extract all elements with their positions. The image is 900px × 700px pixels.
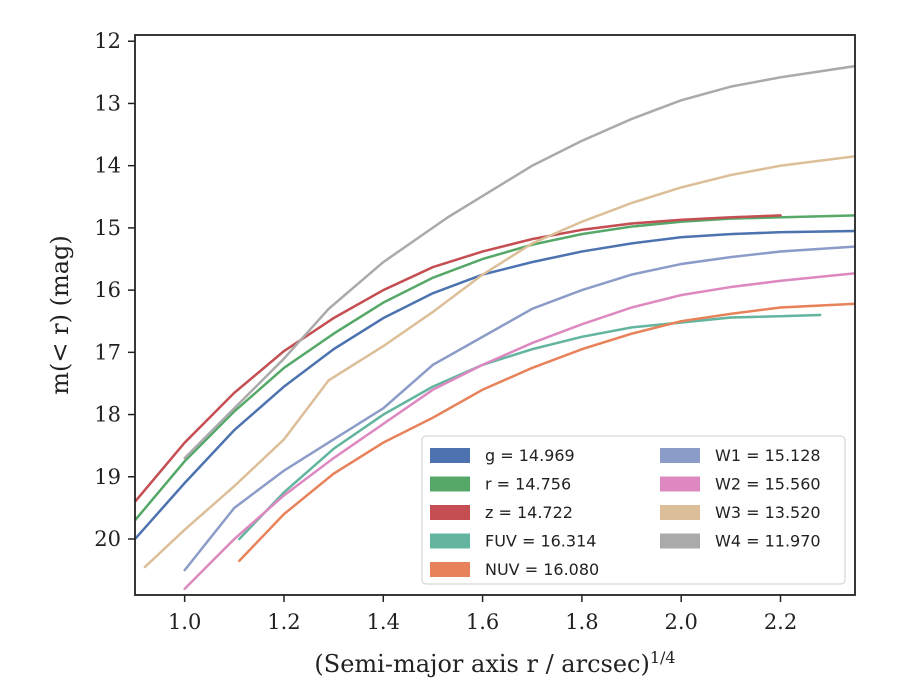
- legend-label-r: r = 14.756: [485, 475, 571, 494]
- legend-swatch-z: [430, 505, 470, 520]
- series-line-w4: [183, 64, 855, 460]
- legend-swatch-fuv: [430, 533, 470, 549]
- series-line-w2: [183, 272, 855, 590]
- y-tick-label: 15: [94, 216, 121, 240]
- y-tick-label: 19: [94, 465, 121, 489]
- axes-layer: 1.0 1.2 1.4 1.6 1.8 2.0 2.2 12 13 14 15 16 17 18 19 20: [94, 29, 856, 634]
- legend-label-w4: W4 = 11.970: [715, 532, 821, 551]
- y-tick-label: 14: [94, 154, 121, 178]
- x-axis-label: (Semi-major axis r / arcsec)1/4: [314, 648, 675, 678]
- y-axis-label: m(< r) (mag): [46, 235, 74, 394]
- legend-box: [421, 435, 846, 585]
- series-line-w4-faint: [183, 64, 855, 460]
- legend: g = 14.969 r = 14.756 z = 14.722 FUV = 16.3…: [421, 435, 846, 585]
- legend-swatch-g: [430, 448, 470, 463]
- legend-label-nuv: NUV = 16.080: [485, 560, 599, 579]
- series-line-nuv: [238, 302, 855, 562]
- series-line-w1: [183, 245, 855, 572]
- series-layer: [135, 64, 855, 591]
- x-axis-label-text: (Semi-major axis r / arcsec): [314, 650, 649, 678]
- series-line-z: [135, 214, 782, 503]
- legend-swatch-nuv: [430, 562, 470, 577]
- series-line-fuv: [238, 313, 822, 541]
- x-tick-label: 1.4: [367, 610, 400, 634]
- y-tick-label: 12: [94, 29, 121, 53]
- y-tick-label: 16: [94, 278, 121, 302]
- x-axis-label-superscript: 1/4: [650, 648, 676, 667]
- series-line-w3: [143, 155, 855, 569]
- legend-swatch-w4: [660, 533, 700, 549]
- plot-frame: [134, 34, 856, 596]
- legend-swatch-w2: [660, 476, 700, 492]
- x-tick-label: 1.2: [267, 610, 300, 634]
- legend-label-g: g = 14.969: [485, 446, 575, 465]
- legend-label-w1: W1 = 15.128: [715, 446, 821, 465]
- x-tick-label: 2.0: [665, 610, 698, 634]
- legend-label-w3: W3 = 13.520: [715, 503, 821, 522]
- series-line-r: [135, 214, 855, 522]
- x-tick-label: 1.6: [466, 610, 499, 634]
- legend-label-z: z = 14.722: [485, 503, 573, 522]
- x-tick-label: 1.0: [168, 610, 201, 634]
- y-tick-label: 20: [94, 527, 121, 551]
- legend-swatch-r: [430, 476, 470, 492]
- legend-swatch-w3: [660, 505, 700, 520]
- y-tick-label: 17: [94, 340, 121, 364]
- x-tick-label: 2.2: [764, 610, 797, 634]
- legend-label-fuv: FUV = 16.314: [485, 532, 596, 551]
- legend-label-w2: W2 = 15.560: [715, 475, 821, 494]
- y-tick-label: 18: [94, 403, 121, 427]
- x-tick-label: 1.8: [565, 610, 598, 634]
- legend-swatch-w1: [660, 448, 700, 463]
- y-tick-label: 13: [94, 91, 121, 115]
